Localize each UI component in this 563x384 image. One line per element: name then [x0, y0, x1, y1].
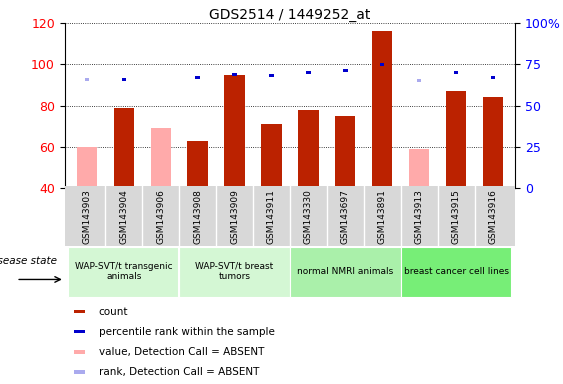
Title: GDS2514 / 1449252_at: GDS2514 / 1449252_at [209, 8, 370, 22]
Bar [77, 147, 97, 188]
Text: GSM143915: GSM143915 [452, 189, 461, 244]
Text: GSM143891: GSM143891 [378, 189, 387, 244]
Bar [409, 149, 430, 188]
Text: value, Detection Call = ABSENT: value, Detection Call = ABSENT [99, 347, 264, 357]
Bar [343, 70, 347, 73]
Bar [491, 76, 495, 79]
Text: WAP-SVT/t transgenic
animals: WAP-SVT/t transgenic animals [75, 262, 173, 281]
Bar [335, 116, 355, 188]
Text: GSM143697: GSM143697 [341, 189, 350, 244]
Text: GSM143913: GSM143913 [415, 189, 424, 244]
Bar [306, 71, 311, 74]
Bar [454, 71, 458, 74]
Bar [225, 74, 245, 188]
Bar [298, 110, 319, 188]
Text: GSM143916: GSM143916 [489, 189, 498, 244]
Bar [74, 371, 84, 374]
Text: GSM143909: GSM143909 [230, 189, 239, 244]
Bar [74, 350, 84, 354]
Text: GSM143906: GSM143906 [156, 189, 165, 244]
Bar [233, 73, 237, 76]
Text: GSM143904: GSM143904 [119, 189, 128, 244]
Bar [446, 91, 466, 188]
Bar [150, 128, 171, 188]
Text: breast cancer cell lines: breast cancer cell lines [404, 267, 508, 276]
Text: disease state: disease state [0, 256, 57, 266]
Text: count: count [99, 306, 128, 317]
FancyBboxPatch shape [401, 247, 511, 296]
Bar [380, 63, 385, 66]
Bar [269, 74, 274, 78]
Text: GSM143903: GSM143903 [82, 189, 91, 244]
Bar [261, 124, 282, 188]
Bar [74, 310, 84, 313]
FancyBboxPatch shape [179, 247, 290, 296]
Text: GSM143908: GSM143908 [193, 189, 202, 244]
Bar [187, 141, 208, 188]
Text: GSM143330: GSM143330 [304, 189, 313, 244]
Bar [84, 78, 89, 81]
Text: normal NMRI animals: normal NMRI animals [297, 267, 394, 276]
Bar [74, 330, 84, 333]
Bar [122, 78, 126, 81]
Bar [372, 31, 392, 188]
Bar [483, 98, 503, 188]
FancyBboxPatch shape [290, 247, 401, 296]
Text: rank, Detection Call = ABSENT: rank, Detection Call = ABSENT [99, 367, 259, 377]
Bar [114, 108, 134, 188]
Text: WAP-SVT/t breast
tumors: WAP-SVT/t breast tumors [195, 262, 274, 281]
FancyBboxPatch shape [69, 247, 179, 296]
Text: GSM143911: GSM143911 [267, 189, 276, 244]
Bar [417, 79, 421, 83]
Text: percentile rank within the sample: percentile rank within the sample [99, 327, 274, 337]
Bar [195, 76, 200, 79]
